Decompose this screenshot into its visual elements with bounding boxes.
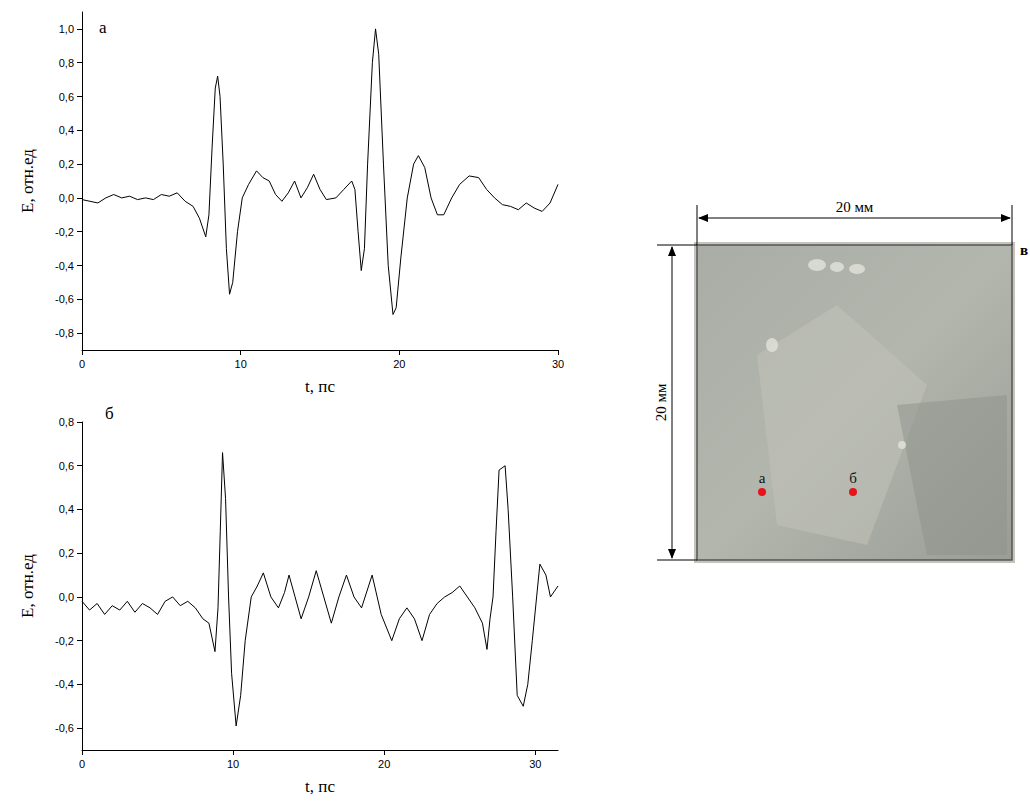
svg-text:30: 30 [529, 758, 541, 770]
svg-text:t, пс: t, пс [305, 377, 335, 396]
svg-text:-0,2: -0,2 [55, 635, 74, 647]
svg-text:0,6: 0,6 [59, 460, 74, 472]
svg-text:0: 0 [79, 758, 85, 770]
svg-text:-0,6: -0,6 [55, 722, 74, 734]
svg-text:в: в [1020, 242, 1028, 258]
svg-text:б: б [849, 470, 857, 486]
svg-text:0,6: 0,6 [59, 91, 74, 103]
svg-text:а: а [99, 18, 107, 37]
svg-text:0,8: 0,8 [59, 416, 74, 428]
svg-text:20: 20 [393, 358, 405, 370]
svg-text:t, пс: t, пс [305, 777, 335, 796]
svg-text:30: 30 [552, 358, 564, 370]
svg-text:-0,8: -0,8 [55, 327, 74, 339]
svg-text:0,8: 0,8 [59, 57, 74, 69]
svg-text:-0,4: -0,4 [55, 678, 74, 690]
svg-text:0,2: 0,2 [59, 547, 74, 559]
svg-text:0: 0 [79, 358, 85, 370]
svg-text:б: б [105, 404, 114, 423]
svg-text:0,0: 0,0 [59, 591, 74, 603]
svg-text:20 мм: 20 мм [836, 199, 874, 215]
svg-text:10: 10 [235, 358, 247, 370]
svg-text:0,0: 0,0 [59, 192, 74, 204]
svg-text:-0,6: -0,6 [55, 293, 74, 305]
svg-text:а: а [759, 470, 766, 486]
svg-text:0,4: 0,4 [59, 124, 74, 136]
svg-text:0,2: 0,2 [59, 158, 74, 170]
svg-text:E, отн.ед: E, отн.ед [18, 554, 37, 618]
svg-text:E, отн.ед: E, отн.ед [18, 149, 37, 213]
svg-text:0,4: 0,4 [59, 503, 74, 515]
svg-text:-0,4: -0,4 [55, 260, 74, 272]
svg-text:10: 10 [227, 758, 239, 770]
svg-text:20: 20 [378, 758, 390, 770]
svg-text:1,0: 1,0 [59, 23, 74, 35]
svg-text:20 мм: 20 мм [653, 383, 669, 421]
svg-text:-0,2: -0,2 [55, 226, 74, 238]
